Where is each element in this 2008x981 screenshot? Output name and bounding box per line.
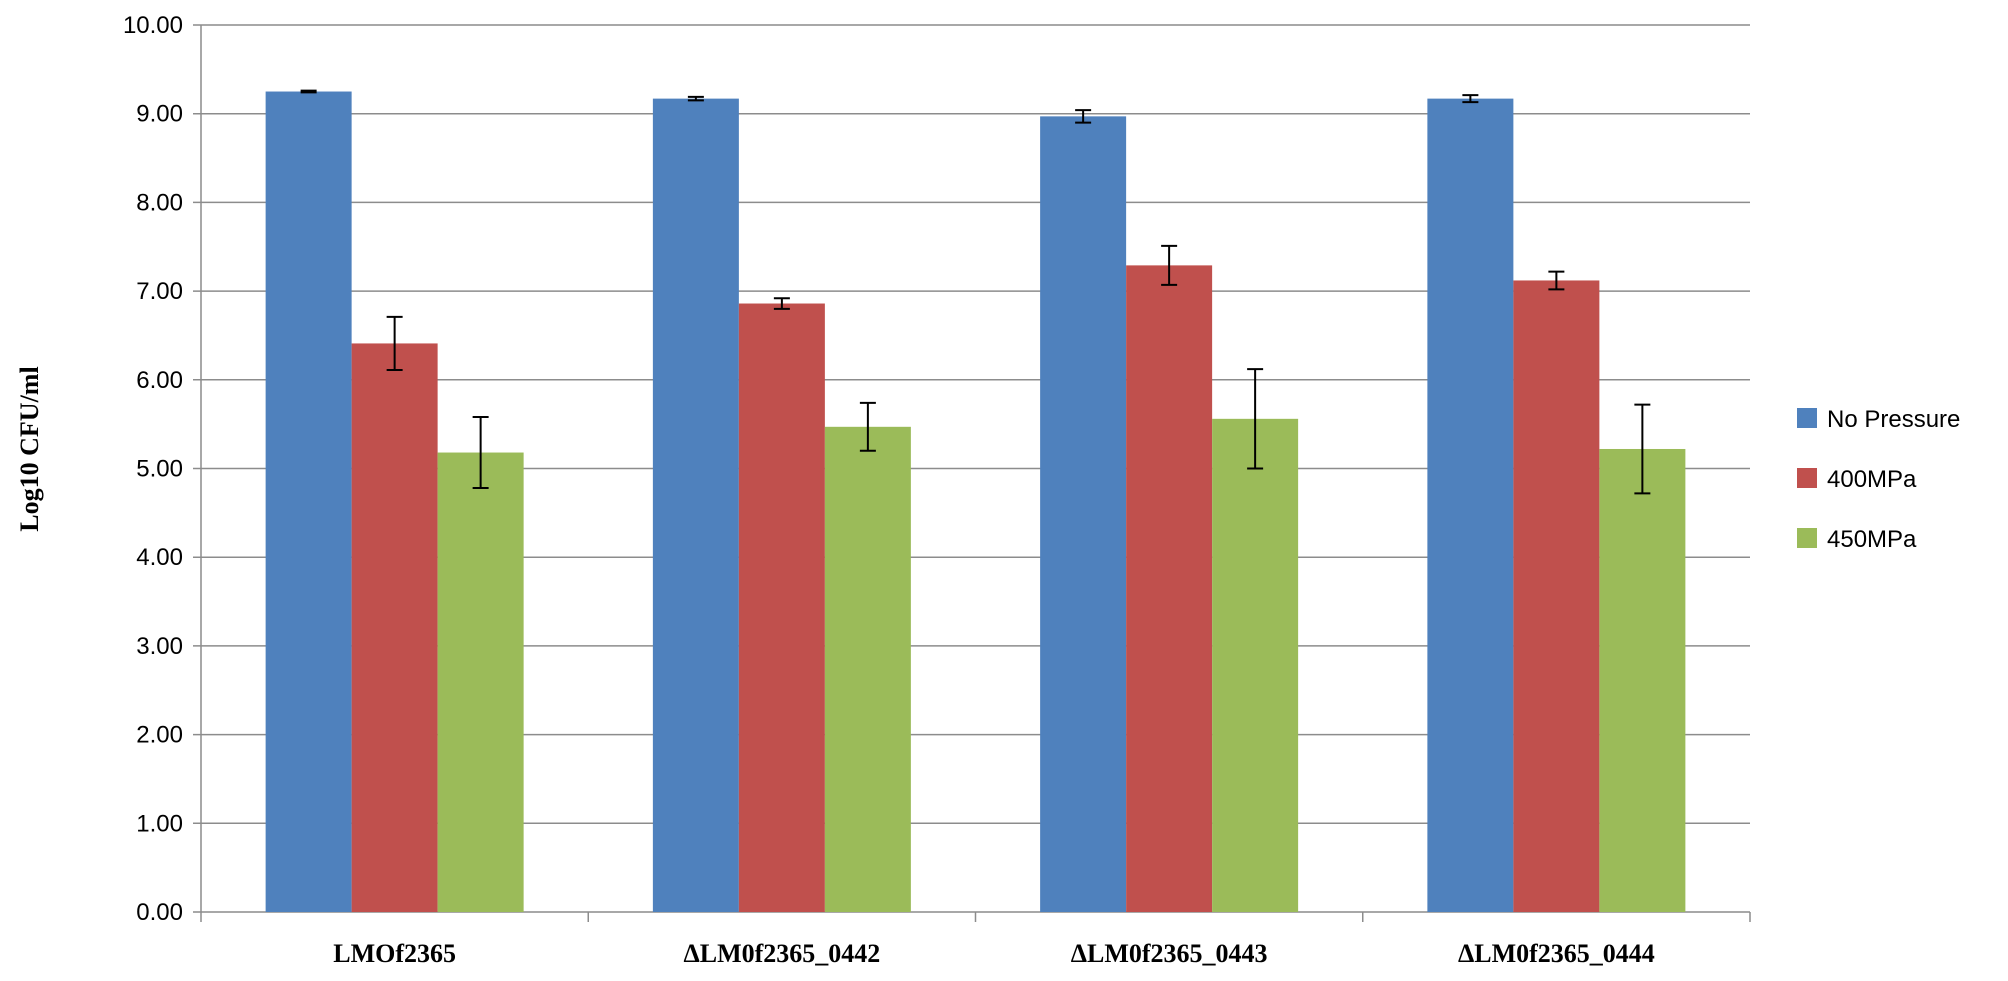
legend-swatch [1797,468,1817,488]
error-bar [386,315,403,372]
bar [1599,448,1686,912]
category-label: ΔLM0f2365_0443 [1071,939,1268,968]
legend-swatch [1797,408,1817,428]
bar [652,98,739,913]
axes [200,25,1751,922]
y-tick-label: 9.00 [136,101,183,128]
error-bar [1462,94,1479,104]
bar [351,343,438,913]
bars [265,91,1686,913]
bar [1126,265,1213,912]
error-bar [773,297,790,310]
bar [1040,116,1127,912]
error-bars [300,89,1651,495]
category-label: LMOf2365 [333,939,456,968]
y-tick-label: 10.00 [123,12,183,39]
bar [265,91,352,912]
y-axis-title: Log10 CFU/ml [15,366,44,531]
legend-label: No Pressure [1827,406,1960,433]
y-tick-label: 8.00 [136,189,183,216]
error-bar [687,95,704,102]
error-bar [1548,270,1565,291]
y-tick-label: 3.00 [136,633,183,660]
bar [738,303,825,912]
category-label: ΔLM0f2365_0442 [683,939,880,968]
y-tick-label: 1.00 [136,810,183,837]
legend-swatch [1797,528,1817,548]
legend: No Pressure 400MPa 450MPa [1797,406,1960,553]
y-tick-label: 6.00 [136,367,183,394]
bar [1212,418,1299,912]
category-label: ΔLM0f2365_0444 [1458,939,1655,968]
legend-item: 450MPa [1797,526,1917,553]
bar [1513,280,1600,912]
legend-label: 400MPa [1827,466,1917,493]
y-tick-label: 4.00 [136,544,183,571]
legend-item: No Pressure [1797,406,1960,433]
error-bar [1161,244,1178,286]
error-bar [472,416,489,490]
error-bar [300,89,317,94]
bar [1427,98,1514,913]
y-tick-label: 0.00 [136,899,183,926]
y-tick-label: 7.00 [136,278,183,305]
legend-label: 450MPa [1827,526,1917,553]
error-bar [1247,368,1264,470]
error-bar [1634,403,1651,495]
y-tick-label: 5.00 [136,456,183,483]
category-labels: LMOf2365 ΔLM0f2365_0442 ΔLM0f2365_0443 ΔLM0… [333,939,1655,968]
error-bar [859,401,876,452]
y-tick-label: 2.00 [136,722,183,749]
y-tick-labels: 0.00 1.00 2.00 3.00 4.00 5.00 6.00 7.00 8.00 9.00… [123,12,183,926]
error-bar [1075,109,1092,124]
bar [824,426,911,912]
bar [437,452,524,912]
legend-item: 400MPa [1797,466,1917,493]
